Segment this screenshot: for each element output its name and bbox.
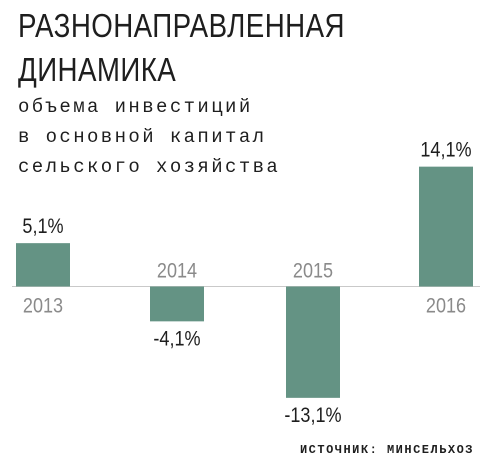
subtitle-line-2: в основной капитал <box>18 126 267 148</box>
tick-label-2013: 2013 <box>23 294 63 318</box>
chart-subtitle: объема инвестиций в основной капитал сел… <box>18 92 280 182</box>
title-line-1: РАЗНОНАПРАВЛЕННАЯ <box>18 7 345 44</box>
tick-label-2016: 2016 <box>426 294 466 318</box>
data-label-2016: 14,1% <box>420 138 471 162</box>
data-label-2014: -4,1% <box>153 327 200 351</box>
source-note: ИСТОЧНИК: МИНСЕЛЬХОЗ <box>299 443 474 457</box>
title-line-2: ДИНАМИКА <box>18 51 177 88</box>
bar-2015 <box>286 286 340 398</box>
bar-2016 <box>419 166 473 287</box>
chart-title: РАЗНОНАПРАВЛЕННАЯ ДИНАМИКА <box>18 4 345 92</box>
tick-label-2014: 2014 <box>157 259 197 283</box>
subtitle-line-1: объема инвестиций <box>18 96 253 118</box>
data-label-2013: 5,1% <box>22 215 63 239</box>
tick-label-2015: 2015 <box>293 259 333 283</box>
bar-2013 <box>16 243 70 287</box>
subtitle-line-3: сельского хозяйства <box>18 156 281 178</box>
bar-2014 <box>150 286 204 322</box>
data-label-2015: -13,1% <box>284 404 341 428</box>
